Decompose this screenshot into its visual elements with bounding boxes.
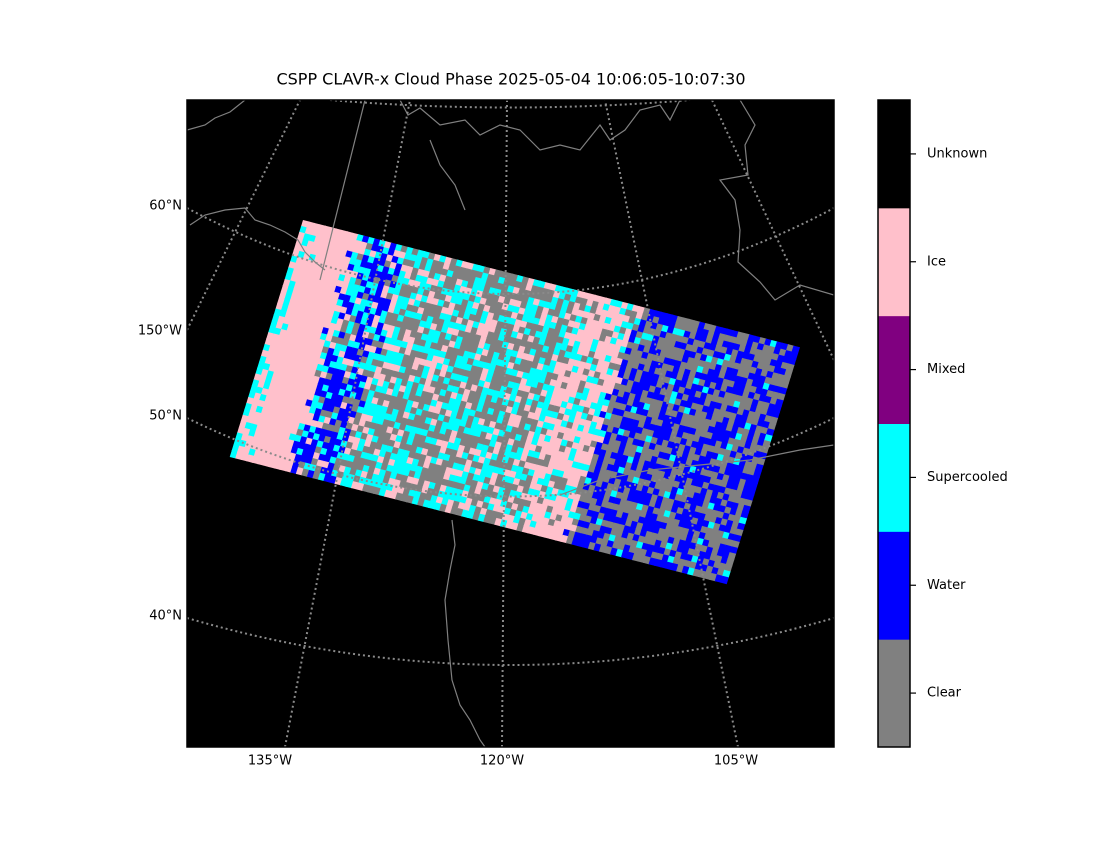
- colorbar-frame: [877, 99, 911, 748]
- colorbar-label: Water: [927, 578, 966, 593]
- map-left-label: 50°N: [149, 409, 182, 424]
- colorbar-label: Supercooled: [927, 470, 1008, 485]
- map-bottom-label: 105°W: [714, 754, 758, 769]
- colorbar: Clear Water Supercooled Mixed Ice Unknown: [877, 99, 1008, 748]
- swath: [229, 220, 800, 585]
- coastlines: [187, 100, 834, 747]
- map-area: [187, 100, 834, 747]
- colorbar-label: Ice: [927, 254, 946, 269]
- colorbar-segment: [878, 531, 910, 640]
- colorbar-label: Mixed: [927, 362, 965, 377]
- graticule: [187, 100, 834, 747]
- map-bottom-label: 135°W: [248, 754, 292, 769]
- map-frame: [186, 99, 835, 748]
- colorbar-segment: [878, 639, 910, 748]
- colorbar-segment: [878, 207, 910, 317]
- map-left-label: 40°N: [149, 609, 182, 624]
- map-left-label: 60°N: [149, 199, 182, 214]
- map-left-label: 150°W: [138, 324, 182, 339]
- colorbar-segment: [878, 315, 910, 424]
- colorbar-segment: [878, 423, 910, 532]
- colorbar-segment: [878, 100, 910, 209]
- swath-pixel: [720, 575, 729, 585]
- map-bottom-label: 120°W: [480, 754, 524, 769]
- colorbar-label: Clear: [927, 686, 962, 701]
- map-title: CSPP CLAVR-x Cloud Phase 2025-05-04 10:0…: [276, 70, 745, 89]
- colorbar-label: Unknown: [927, 146, 987, 161]
